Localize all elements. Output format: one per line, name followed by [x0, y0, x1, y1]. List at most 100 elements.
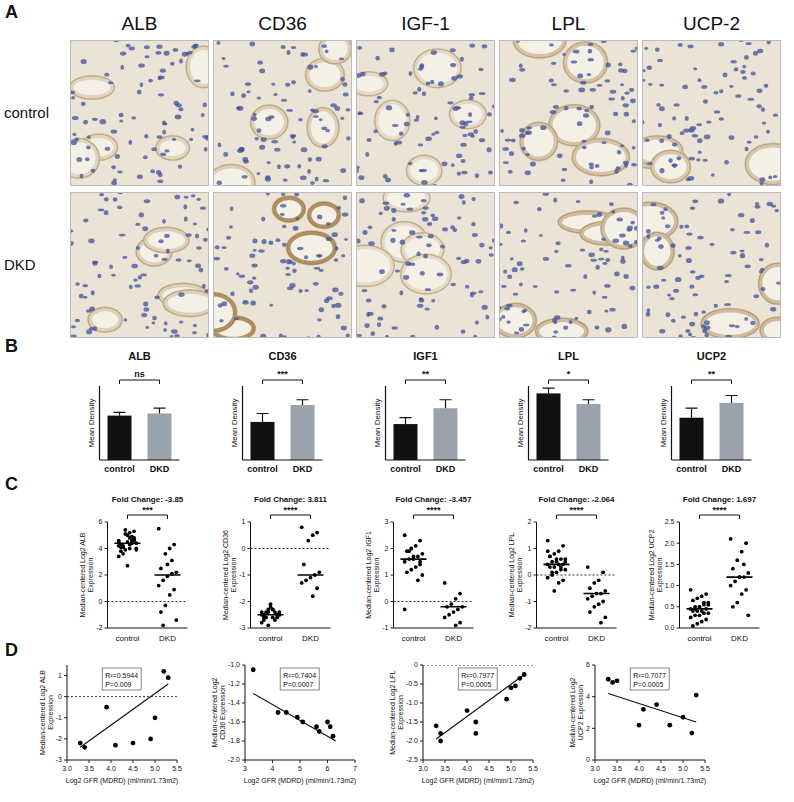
- nucleus: [308, 157, 312, 162]
- axis-title-line: Expression: [373, 558, 381, 593]
- nucleus: [690, 207, 696, 210]
- nucleus: [670, 243, 675, 247]
- plot-area: [394, 400, 458, 460]
- point: [550, 560, 554, 564]
- image-frame: [500, 193, 638, 338]
- plot-area: [108, 527, 188, 628]
- nucleus: [696, 123, 702, 126]
- nucleus: [457, 216, 461, 219]
- nucleus: [606, 63, 611, 68]
- y-tick-label: -2: [525, 624, 531, 631]
- nucleus: [746, 42, 752, 45]
- y-tick-label: 2.5: [665, 518, 675, 525]
- nucleus: [766, 130, 770, 134]
- point: [563, 560, 567, 564]
- nucleus: [157, 135, 163, 139]
- nucleus: [556, 241, 561, 245]
- nucleus: [286, 267, 290, 270]
- axis-title-line: Mean Density: [230, 399, 239, 448]
- y-tick-label: -2.5: [406, 756, 418, 763]
- nucleus: [619, 234, 625, 238]
- axis-title-line: Median-centered Log2 IGF1: [365, 531, 373, 619]
- y-tick: [64, 738, 67, 739]
- x-tick-label: 3.5: [612, 765, 622, 772]
- nucleus: [71, 325, 76, 328]
- nucleus: [290, 134, 296, 138]
- x-tick: [155, 760, 156, 763]
- plot-area: [251, 400, 315, 460]
- point: [153, 715, 158, 720]
- point: [123, 532, 127, 536]
- y-tick: [677, 606, 680, 607]
- bar: [577, 404, 601, 460]
- median-line: [401, 558, 427, 560]
- point: [548, 555, 552, 559]
- point: [509, 685, 514, 690]
- nucleus: [657, 237, 662, 241]
- axis-title: Median-centered Log2UCP2 Expression: [569, 677, 585, 747]
- point: [168, 547, 172, 551]
- nucleus: [98, 208, 105, 211]
- nucleus: [156, 45, 162, 49]
- nucleus: [251, 117, 257, 121]
- median-line: [687, 608, 713, 610]
- point: [522, 672, 527, 677]
- error-stem: [731, 396, 732, 403]
- nucleus: [399, 132, 403, 136]
- nucleus: [489, 246, 493, 249]
- y-tick-label: 2.0: [665, 540, 675, 547]
- x-tick-label: 4.0: [462, 765, 472, 772]
- stain: [274, 198, 303, 220]
- nucleus: [300, 176, 307, 181]
- nucleus: [468, 112, 472, 117]
- nucleus: [618, 68, 624, 72]
- point: [284, 710, 289, 715]
- nucleus: [599, 248, 603, 252]
- nucleus: [99, 193, 104, 196]
- point: [161, 669, 166, 674]
- nucleus: [243, 300, 249, 303]
- nucleus: [162, 258, 168, 261]
- nucleus: [519, 134, 526, 138]
- x-tick-label: 4.5: [128, 765, 138, 772]
- row-title: control: [4, 104, 49, 121]
- nucleus: [680, 131, 685, 135]
- sig-bracket: [557, 515, 597, 519]
- median-line: [584, 593, 610, 595]
- nucleus: [266, 161, 270, 164]
- nucleus: [407, 208, 414, 211]
- nucleus: [274, 93, 278, 96]
- nucleus: [298, 118, 303, 121]
- nucleus: [742, 76, 747, 80]
- nucleus: [82, 284, 88, 287]
- point: [606, 677, 611, 682]
- x-tick-label: control: [258, 634, 282, 643]
- point: [276, 710, 281, 715]
- nucleus: [773, 114, 778, 117]
- axis-title: Median-centered Log2 CD36Expression: [222, 530, 238, 620]
- nucleus: [129, 47, 135, 51]
- panel-letter: B: [5, 336, 18, 356]
- nucleus: [230, 206, 234, 210]
- annotation: R²=0.7977: [461, 672, 494, 679]
- y-tick-label: 1: [58, 672, 62, 679]
- stain: [760, 265, 781, 302]
- nucleus: [185, 233, 191, 237]
- x-tick-label: 6: [326, 765, 330, 772]
- x-tick: [595, 760, 596, 763]
- nucleus: [432, 217, 438, 222]
- nucleus: [425, 288, 431, 291]
- y-tick-label: -3: [239, 624, 245, 631]
- nucleus: [614, 271, 620, 276]
- tissue: [499, 40, 638, 186]
- nucleus: [331, 304, 335, 309]
- nucleus: [230, 92, 234, 97]
- x-tick: [355, 760, 356, 763]
- nucleus: [342, 82, 347, 87]
- nucleus: [92, 118, 98, 121]
- nucleus: [154, 254, 159, 258]
- nucleus: [724, 280, 729, 283]
- nucleus: [520, 267, 525, 270]
- plot-area: [642, 192, 781, 338]
- point: [172, 543, 176, 547]
